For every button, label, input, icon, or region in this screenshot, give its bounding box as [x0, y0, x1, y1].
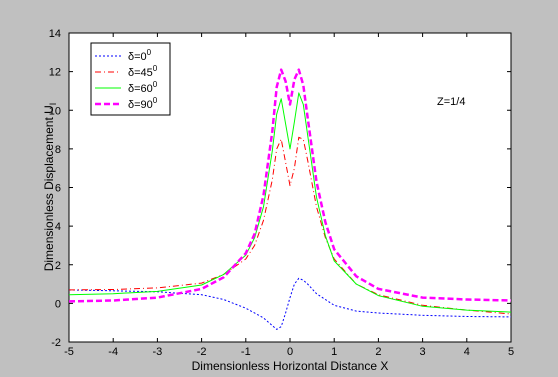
y-tick-label: 14	[49, 28, 61, 40]
legend-label-3: δ=900	[128, 96, 158, 111]
y-tick-label: 0	[55, 298, 61, 310]
x-tick-label: -2	[197, 346, 207, 358]
series-line-0	[69, 277, 511, 330]
legend-label-1: δ=450	[128, 64, 158, 79]
legend-label-0: δ=00	[128, 48, 152, 63]
x-tick-label: 5	[508, 346, 514, 358]
annotation-z: Z=1/4	[437, 96, 465, 108]
y-tick-label: 12	[49, 67, 61, 79]
series-lines	[69, 68, 511, 330]
x-tick-label: 0	[287, 346, 293, 358]
series-line-2	[69, 92, 511, 313]
y-tick-labels: -2 0 2 4 6 8 10 12 14	[49, 28, 61, 349]
x-tick-labels: -5 -4 -3 -2 -1 0 1 2 3 4 5	[64, 346, 514, 358]
axis-ticks	[68, 32, 512, 343]
x-tick-label: 2	[375, 346, 381, 358]
y-axis-label-subscript: I	[48, 103, 58, 106]
y-tick-label: -2	[51, 337, 61, 349]
legend-label-2: δ=600	[128, 80, 158, 95]
x-axis-label: Dimensionless Horizontal Distance X	[192, 359, 389, 373]
x-tick-label: 3	[420, 346, 426, 358]
y-tick-label: 10	[49, 105, 61, 117]
series-line-3	[69, 68, 511, 303]
y-tick-label: 6	[55, 183, 61, 195]
x-tick-label: -1	[241, 346, 251, 358]
x-tick-label: -4	[108, 346, 118, 358]
x-tick-label: -3	[153, 346, 163, 358]
y-tick-label: 8	[55, 144, 61, 156]
y-tick-label: 2	[55, 260, 61, 272]
y-tick-label: 4	[55, 221, 61, 233]
x-tick-label: -5	[64, 346, 74, 358]
y-axis-label: Dimensionless Displacement UI	[42, 103, 58, 272]
x-tick-label: 1	[331, 346, 337, 358]
x-tick-label: 4	[464, 346, 470, 358]
